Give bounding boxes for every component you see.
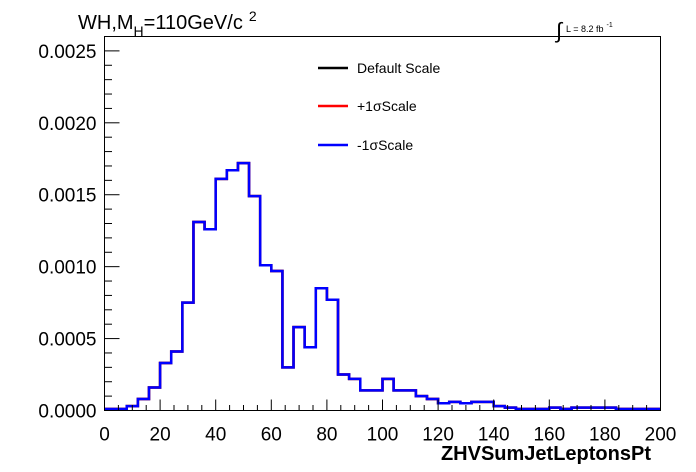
legend-label-default-scale: Default Scale: [357, 60, 440, 76]
x-axis-label: ZHVSumJetLeptonsPt: [441, 443, 651, 465]
y-tick-label: 0.0015: [38, 186, 96, 207]
x-tick-label: 120: [422, 425, 454, 446]
lumi-integral-symbol: ∫: [554, 18, 564, 43]
lumi-label: ∫ L = 8.2 fb -1: [554, 18, 613, 43]
y-tick-label: 0.0005: [38, 330, 96, 351]
x-tick-label: 20: [150, 425, 171, 446]
legend-label-minus1sigma-scale: -1σScale: [357, 137, 413, 153]
lumi-text: L = 8.2 fb: [566, 24, 603, 34]
y-tick-label: 0.0025: [38, 42, 96, 63]
series-layer: [104, 161, 661, 411]
lumi-superscript: -1: [606, 22, 612, 29]
legend: Default Scale +1σScale -1σScale: [318, 60, 440, 153]
x-tick-label: 0: [99, 425, 110, 446]
x-tick-label: 80: [316, 425, 337, 446]
x-tick-label: 100: [367, 425, 399, 446]
x-tick-label: 200: [645, 425, 677, 446]
y-axis: 0.0000 0.0005 0.0010 0.0015 0.0020 0.0025: [38, 36, 120, 423]
y-tick-label: 0.0020: [38, 114, 96, 135]
chart-title-part1: WH,M: [78, 12, 134, 34]
x-tick-label: 40: [205, 425, 226, 446]
y-tick-label: 0.0000: [38, 402, 96, 423]
x-tick-label: 140: [478, 425, 510, 446]
x-tick-label: 60: [261, 425, 282, 446]
chart-title-subscript: H: [134, 23, 144, 39]
chart-title-superscript: 2: [249, 8, 257, 24]
y-tick-label: 0.0010: [38, 258, 96, 279]
x-tick-label: 180: [589, 425, 621, 446]
series-line-minus1sigma-scale: [104, 161, 661, 411]
x-tick-label: 160: [533, 425, 565, 446]
legend-label-plus1sigma-scale: +1σScale: [357, 98, 417, 114]
x-axis: 0 20 40 60 80 100 120 140 160 180 200: [99, 399, 677, 446]
chart-title-part2: =110GeV/c: [144, 12, 243, 34]
chart-title: WH,MH=110GeV/c 2: [78, 8, 257, 39]
